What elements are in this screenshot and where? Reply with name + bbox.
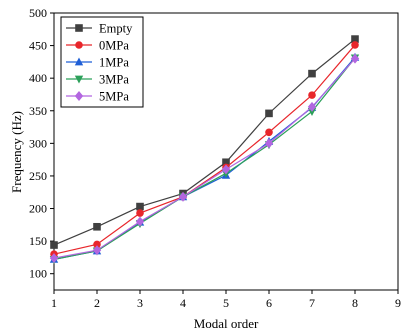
y-tick-label: 100 — [29, 267, 47, 281]
y-tick-label: 400 — [29, 71, 47, 85]
legend-marker-3mpa — [74, 75, 84, 84]
data-point-5mpa — [135, 216, 145, 227]
data-point-0mpa — [351, 41, 359, 49]
data-point-empty — [136, 202, 144, 211]
x-tick-label: 6 — [266, 296, 272, 310]
y-tick-label: 250 — [29, 169, 47, 183]
series-line-3mpa — [53, 57, 356, 260]
data-point-0mpa — [93, 240, 101, 249]
data-point-empty — [351, 35, 359, 43]
legend-marker-1mpa — [74, 57, 84, 66]
x-tick-label: 3 — [137, 296, 143, 310]
data-point-empty — [50, 241, 58, 249]
y-tick-label: 500 — [29, 6, 47, 20]
legend-marker-5mpa — [74, 91, 84, 101]
series-line-empty — [53, 38, 356, 246]
axes: 1 2 3 4 5 6 7 8 9 100 150 200 250 300 350 400 450 500 — [29, 6, 401, 310]
legend-label-3mpa: 3MPa — [99, 73, 129, 87]
legend-marker-0mpa — [75, 41, 83, 49]
x-tick-label: 9 — [395, 296, 401, 310]
legend-label-empty: Empty — [99, 22, 133, 36]
data-point-0mpa — [265, 128, 273, 137]
data-point-empty — [308, 69, 316, 78]
data-point-5mpa — [264, 138, 274, 149]
data-point-empty — [93, 222, 101, 231]
legend: Empty 0MPa 1MPa 3MPa 5MPa — [60, 16, 144, 108]
data-point-5mpa — [307, 101, 317, 112]
x-tick-label: 8 — [352, 296, 358, 310]
data-point-3mpa — [307, 107, 317, 116]
data-point-5mpa — [221, 164, 231, 175]
x-axis-title: Modal order — [194, 316, 259, 331]
data-point-empty — [265, 109, 273, 118]
y-tick-label: 200 — [29, 202, 47, 216]
legend-label-5mpa: 5MPa — [99, 90, 129, 104]
legend-marker-empty — [75, 24, 83, 32]
x-tick-label: 2 — [94, 296, 100, 310]
data-point-empty — [222, 158, 230, 167]
series-line-5mpa — [53, 58, 356, 259]
series-5mpa — [49, 53, 360, 264]
x-tick-label: 4 — [180, 296, 186, 310]
series-layer — [49, 35, 360, 264]
legend-label-1mpa: 1MPa — [99, 56, 129, 70]
data-point-0mpa — [136, 209, 144, 217]
y-tick-label: 450 — [29, 39, 47, 53]
y-tick-label: 350 — [29, 104, 47, 118]
x-tick-label: 7 — [309, 296, 315, 310]
y-tick-label: 150 — [29, 234, 47, 248]
data-point-5mpa — [350, 53, 360, 64]
data-point-0mpa — [308, 91, 316, 99]
data-point-5mpa — [92, 245, 102, 256]
x-tick-label: 5 — [223, 296, 229, 310]
legend-label-0mpa: 0MPa — [99, 39, 129, 53]
data-point-5mpa — [178, 191, 188, 202]
x-tick-label: 1 — [51, 296, 57, 310]
y-tick-label: 300 — [29, 136, 47, 150]
y-axis-title: Frequency (Hz) — [9, 111, 24, 193]
data-point-5mpa — [49, 253, 59, 264]
series-line-0mpa — [53, 44, 356, 255]
